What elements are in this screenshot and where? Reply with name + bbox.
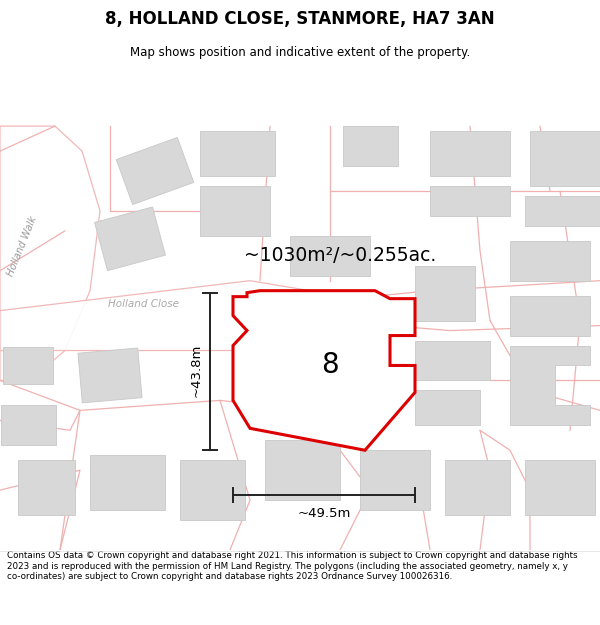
Polygon shape xyxy=(95,207,166,271)
Polygon shape xyxy=(0,126,100,381)
Polygon shape xyxy=(525,196,600,226)
Polygon shape xyxy=(90,455,165,510)
Polygon shape xyxy=(525,460,595,515)
Polygon shape xyxy=(3,346,53,384)
Polygon shape xyxy=(180,460,245,520)
Polygon shape xyxy=(445,460,510,515)
Polygon shape xyxy=(430,186,510,216)
Polygon shape xyxy=(200,131,275,176)
Polygon shape xyxy=(265,440,340,500)
Text: Map shows position and indicative extent of the property.: Map shows position and indicative extent… xyxy=(130,46,470,59)
Polygon shape xyxy=(233,291,415,450)
Polygon shape xyxy=(78,348,142,403)
Polygon shape xyxy=(530,131,600,186)
Polygon shape xyxy=(290,236,370,276)
Polygon shape xyxy=(510,241,590,281)
Text: ~43.8m: ~43.8m xyxy=(190,344,203,397)
Polygon shape xyxy=(360,450,430,510)
Polygon shape xyxy=(510,346,590,426)
Text: 8, HOLLAND CLOSE, STANMORE, HA7 3AN: 8, HOLLAND CLOSE, STANMORE, HA7 3AN xyxy=(105,10,495,28)
Polygon shape xyxy=(343,126,398,166)
Polygon shape xyxy=(200,186,270,236)
Polygon shape xyxy=(1,406,56,445)
Text: ~1030m²/~0.255ac.: ~1030m²/~0.255ac. xyxy=(244,246,436,265)
Polygon shape xyxy=(510,296,590,336)
Polygon shape xyxy=(0,281,330,351)
Text: Holland Close: Holland Close xyxy=(108,299,179,309)
Text: 8: 8 xyxy=(321,351,339,379)
Polygon shape xyxy=(430,131,510,176)
Text: Contains OS data © Crown copyright and database right 2021. This information is : Contains OS data © Crown copyright and d… xyxy=(7,551,578,581)
Polygon shape xyxy=(18,460,75,515)
Polygon shape xyxy=(116,138,194,204)
Text: ~49.5m: ~49.5m xyxy=(298,507,350,519)
Polygon shape xyxy=(415,341,490,381)
Polygon shape xyxy=(415,266,475,321)
Text: Holland Walk: Holland Walk xyxy=(5,214,38,278)
Polygon shape xyxy=(415,391,480,426)
